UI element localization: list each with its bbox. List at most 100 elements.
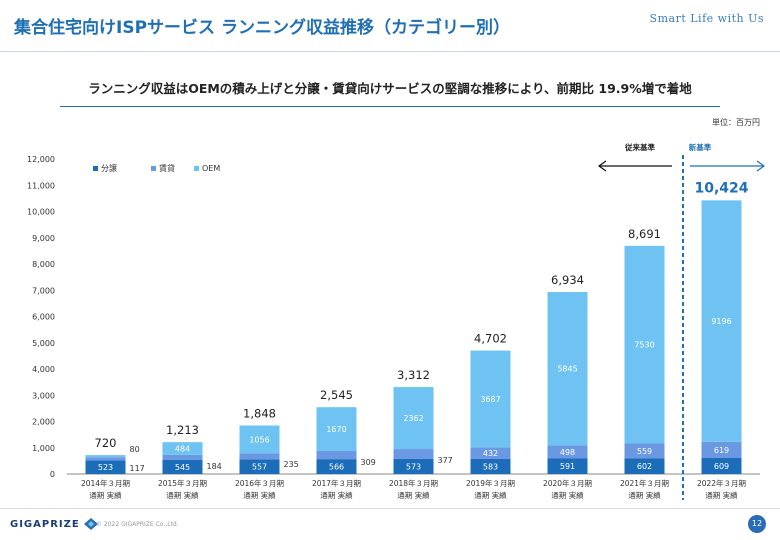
bar-segment-oem [239, 425, 280, 454]
bar-value-label: 9196 [711, 317, 731, 326]
bar-segment-chintai [85, 457, 126, 461]
bar-value-label: 432 [483, 449, 498, 458]
bar-segment-bunjo [624, 458, 665, 474]
page-number: 12 [748, 515, 766, 533]
bar-value-label: 559 [637, 447, 652, 456]
company-logo: GIGAPRIZE [10, 517, 99, 531]
bar-segment-bunjo [316, 459, 357, 474]
bar-value-label: 1056 [249, 435, 269, 444]
bar-total-label: 1,213 [166, 423, 199, 437]
y-tick-label: 11,000 [27, 181, 55, 190]
bar-segment-oem [624, 245, 665, 444]
legend-swatch [151, 166, 156, 171]
bar-segment-chintai [470, 447, 511, 459]
x-tick-label-sub: 通期 実績 [551, 490, 584, 500]
bar-value-label: 235 [284, 460, 299, 469]
bar-segment-oem [470, 350, 511, 448]
footer-divider [0, 508, 780, 509]
bar-segment-bunjo [547, 458, 588, 474]
bar-segment-chintai [393, 449, 434, 459]
bar-value-label: 5845 [557, 365, 577, 374]
tagline: Smart Life with Us [649, 12, 764, 25]
left-arrow-icon [597, 160, 607, 172]
bar-value-label: 117 [130, 464, 145, 473]
y-tick-label: 0 [50, 470, 55, 479]
unit-label: 単位：百万円 [712, 118, 760, 127]
bar-value-label: 377 [438, 456, 453, 465]
bar-segment-bunjo [85, 460, 126, 474]
bar-segment-bunjo [239, 459, 280, 474]
x-tick-label: 2020年３月期 [543, 478, 592, 488]
bar-total-label: 720 [95, 436, 117, 450]
bar-segment-chintai [239, 453, 280, 460]
x-tick-label-sub: 通期 実績 [320, 490, 353, 500]
logo-text: GIGAPRIZE [10, 518, 80, 530]
bar-segment-oem [701, 200, 742, 442]
y-tick-label: 2,000 [32, 418, 55, 427]
bar-value-label: 184 [207, 462, 222, 471]
bar-segment-oem [393, 387, 434, 450]
bar-value-label: 609 [714, 462, 729, 471]
bar-segment-bunjo [393, 458, 434, 474]
y-tick-label: 4,000 [32, 365, 55, 374]
x-tick-label: 2016年３月期 [235, 478, 284, 488]
y-tick-label: 1,000 [32, 444, 55, 453]
bar-value-label: 591 [560, 462, 575, 471]
bar-segment-bunjo [162, 459, 203, 474]
bar-value-label: 583 [483, 462, 498, 471]
bar-total-label: 8,691 [628, 227, 661, 241]
bar-total-label: 10,424 [694, 180, 748, 196]
bar-segment-oem [162, 442, 203, 455]
page-title: 集合住宅向けISPサービス ランニング収益推移（カテゴリー別） [14, 18, 510, 38]
bar-value-label: 484 [175, 445, 190, 454]
x-tick-label-sub: 通期 実績 [628, 490, 661, 500]
old-basis-label: 従来基準 [624, 142, 655, 152]
x-tick-label-sub: 通期 実績 [705, 490, 738, 500]
y-tick-label: 5,000 [32, 339, 55, 348]
bar-value-label: 3687 [480, 395, 500, 404]
y-tick-label: 3,000 [32, 391, 55, 400]
bar-value-label: 619 [714, 446, 729, 455]
legend-swatch [194, 166, 199, 171]
bar-value-label: 7530 [634, 341, 654, 350]
legend-label: OEM [202, 164, 220, 173]
x-tick-label: 2019年３月期 [466, 478, 515, 488]
bar-value-label: 573 [406, 462, 421, 471]
x-tick-label-sub: 通期 実績 [243, 490, 276, 500]
x-tick-label: 2017年３月期 [312, 478, 361, 488]
y-tick-label: 10,000 [27, 208, 55, 217]
bar-total-label: 3,312 [397, 368, 430, 382]
x-tick-label-sub: 通期 実績 [397, 490, 430, 500]
bar-total-label: 4,702 [474, 332, 507, 346]
y-tick-label: 8,000 [32, 260, 55, 269]
bar-segment-oem [316, 407, 357, 452]
bar-segment-chintai [701, 441, 742, 459]
x-tick-label-sub: 通期 実績 [166, 490, 199, 500]
bar-value-label: 557 [252, 463, 267, 472]
bar-segment-bunjo [470, 458, 511, 474]
bar-segment-chintai [624, 443, 665, 459]
bar-value-label: 523 [98, 463, 113, 472]
bar-total-label: 1,848 [243, 406, 276, 420]
bar-total-label: 6,934 [551, 273, 584, 287]
bar-segment-oem [547, 291, 588, 446]
legend-label: 分譲 [101, 163, 117, 173]
header-divider [0, 51, 780, 52]
legend-swatch [93, 166, 98, 171]
new-basis-label: 新基準 [689, 142, 712, 152]
bar-segment-oem [85, 455, 126, 458]
bar-value-label: 602 [637, 462, 652, 471]
x-tick-label: 2018年３月期 [389, 478, 438, 488]
y-tick-label: 9,000 [32, 234, 55, 243]
x-tick-label: 2014年３月期 [81, 478, 130, 488]
logo-mark-icon [83, 518, 98, 530]
bar-value-label: 1670 [326, 425, 346, 434]
bar-value-label: 545 [175, 463, 190, 472]
bar-value-label: 309 [361, 458, 376, 467]
bar-value-label: 566 [329, 463, 344, 472]
bar-segment-chintai [316, 451, 357, 460]
bar-total-label: 2,545 [320, 388, 353, 402]
x-tick-label: 2021年３月期 [620, 478, 669, 488]
bar-segment-chintai [162, 454, 203, 460]
